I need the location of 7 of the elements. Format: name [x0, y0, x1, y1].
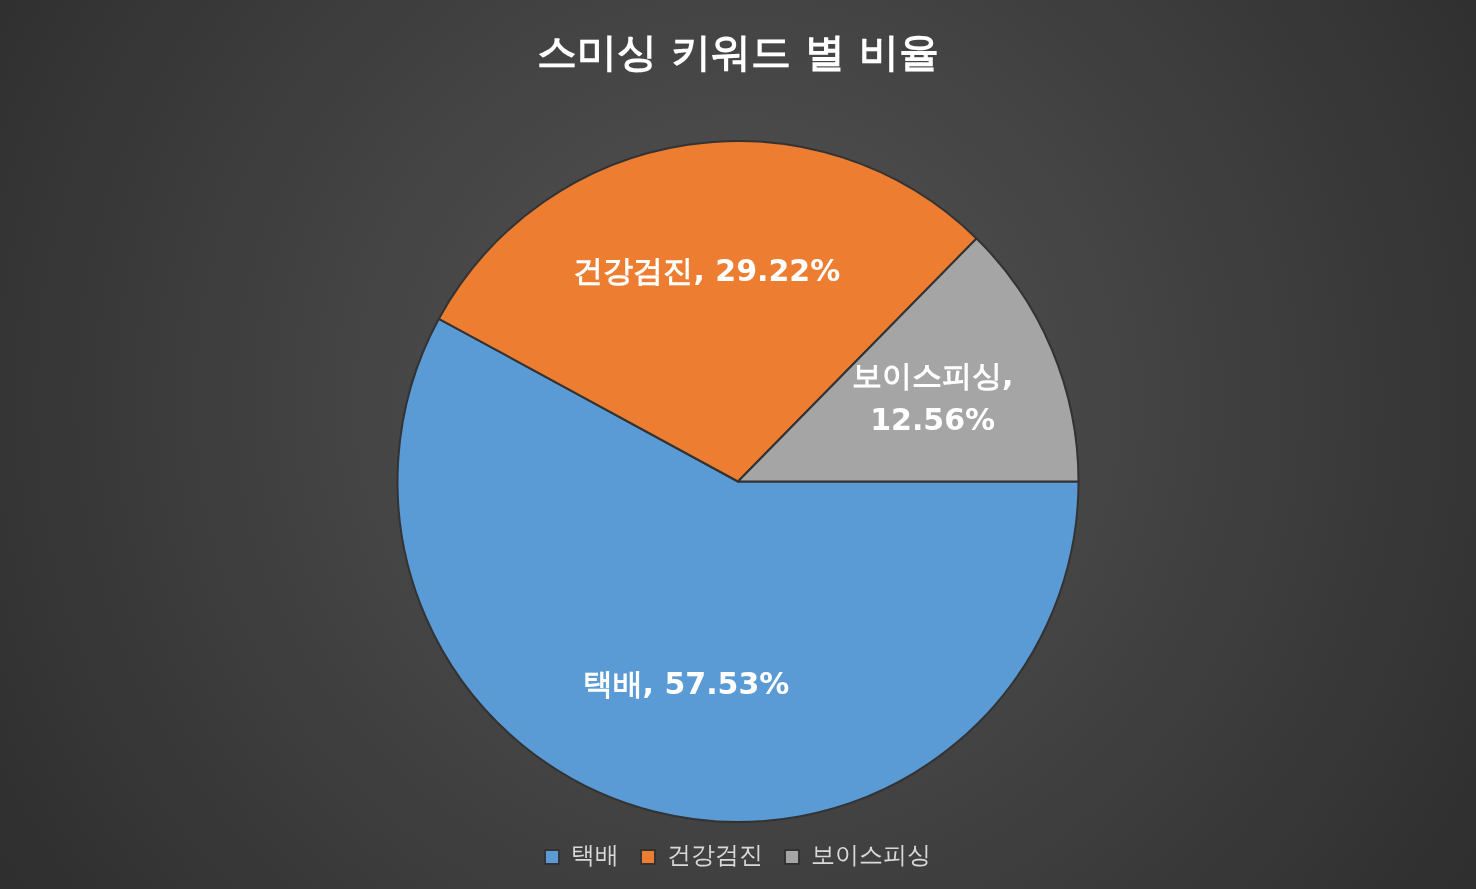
- data-label: 보이스피싱, 12.56%: [851, 357, 1014, 437]
- data-label: 택배, 57.53%: [582, 665, 790, 701]
- data-label: 건강검진, 29.22%: [573, 252, 841, 288]
- legend-label: 보이스피싱: [811, 841, 931, 870]
- legend-label: 건강검진: [667, 841, 763, 870]
- legend-label: 택배: [571, 841, 619, 870]
- chart-title: 스미싱 키워드 별 비율: [537, 29, 939, 76]
